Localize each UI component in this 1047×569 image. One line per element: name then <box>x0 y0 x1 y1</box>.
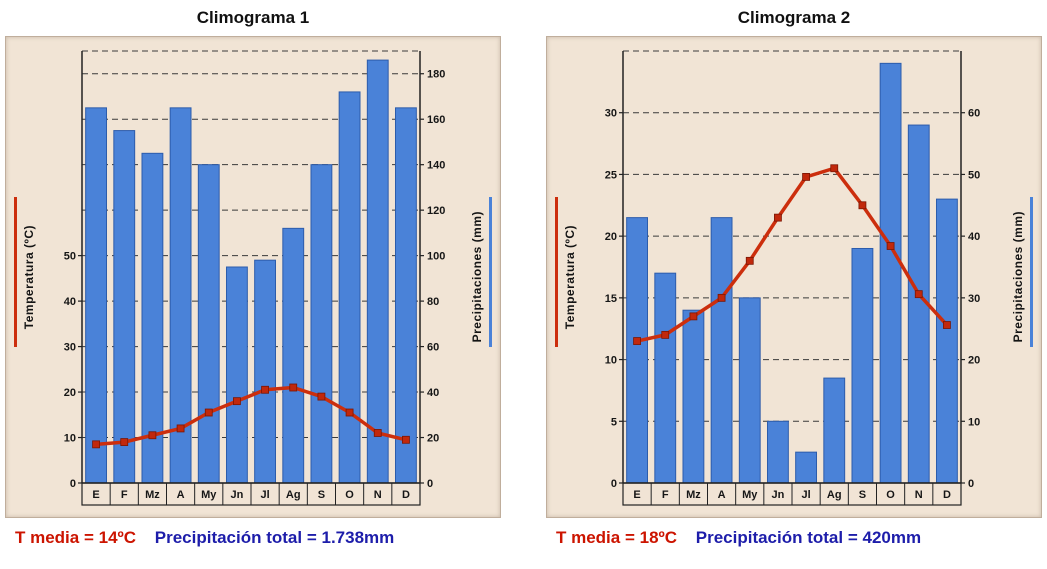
svg-text:N: N <box>915 489 923 501</box>
svg-text:160: 160 <box>427 114 445 126</box>
svg-text:50: 50 <box>64 251 76 263</box>
precip-total-value: Precipitación total = 1.738mm <box>154 528 395 547</box>
svg-text:F: F <box>662 489 669 501</box>
precipitation-axis-label: Precipitaciones (mm) <box>1011 211 1025 343</box>
svg-text:10: 10 <box>605 355 617 367</box>
svg-text:S: S <box>318 489 325 501</box>
temperature-axis-label: Temperatura (ºC) <box>22 224 36 330</box>
svg-text:Jn: Jn <box>230 489 243 501</box>
climograph-1-block: Climograma 1 Temperatura (ºC) 0 10 20 30 40 5… <box>5 0 501 569</box>
svg-text:Mz: Mz <box>145 489 160 501</box>
svg-text:A: A <box>177 489 185 501</box>
climograph-2-panel: Temperatura (ºC) 0 5 10 15 20 25 30 0 10 20 30 40 50… <box>546 36 1042 518</box>
svg-text:180: 180 <box>427 69 445 81</box>
svg-text:Ag: Ag <box>286 489 301 501</box>
t-media-value: T media = 18ºC <box>556 528 678 547</box>
svg-text:D: D <box>943 489 951 501</box>
svg-text:15: 15 <box>605 293 617 305</box>
precipitation-axis-line <box>489 197 492 347</box>
svg-text:Jn: Jn <box>771 489 784 501</box>
svg-text:Jl: Jl <box>260 489 269 501</box>
temperature-axis-line <box>555 197 558 347</box>
svg-text:5: 5 <box>611 416 617 428</box>
climograph-1-plot: 0 10 20 30 40 50 0 20 40 60 80 100 120 140 160 180 E F Mz A… <box>52 37 454 517</box>
svg-text:120: 120 <box>427 205 445 217</box>
temperature-axis-label: Temperatura (ºC) <box>563 224 577 330</box>
svg-text:O: O <box>345 489 354 501</box>
svg-text:My: My <box>201 489 217 501</box>
svg-text:60: 60 <box>968 108 980 120</box>
svg-text:20: 20 <box>64 387 76 399</box>
svg-text:10: 10 <box>968 416 980 428</box>
svg-text:0: 0 <box>427 478 433 490</box>
svg-text:E: E <box>633 489 640 501</box>
svg-text:30: 30 <box>64 342 76 354</box>
svg-text:My: My <box>742 489 758 501</box>
climograph-1-left-axis-strip: Temperatura (ºC) <box>6 37 52 517</box>
svg-text:Mz: Mz <box>686 489 701 501</box>
climograph-svg: 0 10 20 30 40 50 0 20 40 60 80 100 120 140 160 180 E F Mz A… <box>64 50 445 506</box>
svg-text:40: 40 <box>968 231 980 243</box>
svg-text:0: 0 <box>611 478 617 490</box>
svg-text:80: 80 <box>427 296 439 308</box>
climograph-svg: 0 5 10 15 20 25 30 0 10 20 30 40 50 60 E F Mz A My Jn Jl Ag S O… <box>605 50 980 506</box>
svg-text:10: 10 <box>64 433 76 445</box>
climograph-2-right-axis-strip: Precipitaciones (mm) <box>995 37 1041 517</box>
svg-text:100: 100 <box>427 251 445 263</box>
svg-text:40: 40 <box>427 387 439 399</box>
svg-text:S: S <box>859 489 866 501</box>
precipitation-axis-label: Precipitaciones (mm) <box>470 211 484 343</box>
svg-text:20: 20 <box>968 355 980 367</box>
svg-text:Jl: Jl <box>801 489 810 501</box>
svg-text:O: O <box>886 489 895 501</box>
svg-text:40: 40 <box>64 296 76 308</box>
svg-text:50: 50 <box>968 169 980 181</box>
svg-text:A: A <box>718 489 726 501</box>
climograph-1-panel: Temperatura (ºC) 0 10 20 30 40 50 0 20 40 60 80 100… <box>5 36 501 518</box>
climograph-1-right-axis-strip: Precipitaciones (mm) <box>454 37 500 517</box>
precip-total-value: Precipitación total = 420mm <box>695 528 922 547</box>
svg-text:20: 20 <box>427 433 439 445</box>
climograph-2-left-axis-strip: Temperatura (ºC) <box>547 37 593 517</box>
svg-text:60: 60 <box>427 342 439 354</box>
svg-text:30: 30 <box>968 293 980 305</box>
svg-text:D: D <box>402 489 410 501</box>
svg-text:0: 0 <box>70 478 76 490</box>
climograph-2-plot: 0 5 10 15 20 25 30 0 10 20 30 40 50 60 E F Mz A My Jn Jl Ag S O… <box>593 37 995 517</box>
svg-text:F: F <box>121 489 128 501</box>
svg-text:Ag: Ag <box>827 489 842 501</box>
svg-text:140: 140 <box>427 160 445 172</box>
climograph-1-caption: T media = 14ºC Precipitación total = 1.7… <box>5 528 501 556</box>
temperature-axis-line <box>14 197 17 347</box>
climograph-2-caption: T media = 18ºC Precipitación total = 420… <box>546 528 1042 556</box>
svg-text:30: 30 <box>605 108 617 120</box>
climograph-1-title: Climograma 1 <box>196 8 310 27</box>
svg-text:25: 25 <box>605 169 617 181</box>
precipitation-axis-line <box>1030 197 1033 347</box>
svg-text:N: N <box>374 489 382 501</box>
svg-text:E: E <box>92 489 99 501</box>
svg-text:0: 0 <box>968 478 974 490</box>
climograph-2-title: Climograma 2 <box>737 8 851 27</box>
svg-text:20: 20 <box>605 231 617 243</box>
t-media-value: T media = 14ºC <box>15 528 137 547</box>
climograph-2-block: Climograma 2 Temperatura (ºC) 0 5 10 15 20 25… <box>546 0 1042 569</box>
